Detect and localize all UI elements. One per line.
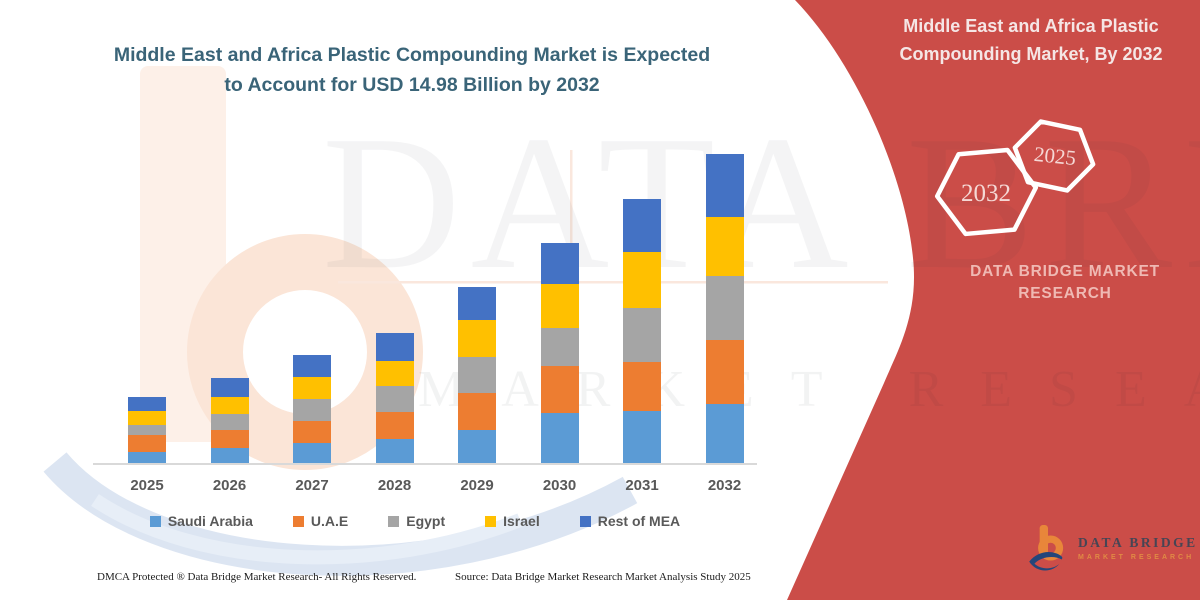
watermark-frame-line-vertical xyxy=(570,150,573,283)
x-axis-line xyxy=(93,463,757,465)
chart-title-line1: Middle East and Africa Plastic Compoundi… xyxy=(113,44,711,66)
brand-name-line2: RESEARCH xyxy=(1018,285,1112,303)
data-bridge-logo: DATA BRIDGE MARKET RESEARCH xyxy=(1026,524,1198,572)
chart-title: Middle East and Africa Plastic Compoundi… xyxy=(82,40,742,100)
side-panel-title-line1: Middle East and Africa Plastic xyxy=(903,16,1159,36)
hexagon-2032 xyxy=(934,147,1039,237)
dmca-notice: DMCA Protected ® Data Bridge Market Rese… xyxy=(97,571,417,583)
data-bridge-logo-icon xyxy=(1029,525,1064,571)
side-panel-shape xyxy=(787,0,1200,600)
watermark-swoosh-inner xyxy=(91,494,523,565)
hexagon-2025-label: 2025 xyxy=(1033,142,1077,170)
watermark-frame-line-horizontal xyxy=(338,281,888,284)
hexagon-2025 xyxy=(1012,119,1096,193)
hexagon-2032-label: 2032 xyxy=(961,180,1011,207)
side-panel-title-line2: Compounding Market, By 2032 xyxy=(899,43,1163,64)
logo-text-secondary: MARKET RESEARCH xyxy=(1078,554,1195,561)
logo-text-primary: DATA BRIDGE xyxy=(1078,535,1198,550)
brand-name: DATA BRIDGE MARKET RESEARCH xyxy=(930,261,1200,306)
logo-text-block: DATA BRIDGE MARKET RESEARCH xyxy=(1078,535,1198,561)
brand-name-line1: DATA BRIDGE MARKET xyxy=(970,263,1160,280)
source-note: Source: Data Bridge Market Research Mark… xyxy=(455,571,751,583)
chart-title-line2: to Account for USD 14.98 Billion by 2032 xyxy=(224,74,600,97)
side-panel-title: Middle East and Africa Plastic Compoundi… xyxy=(872,13,1190,69)
year-hexagons: 2032 2025 xyxy=(934,119,1096,237)
